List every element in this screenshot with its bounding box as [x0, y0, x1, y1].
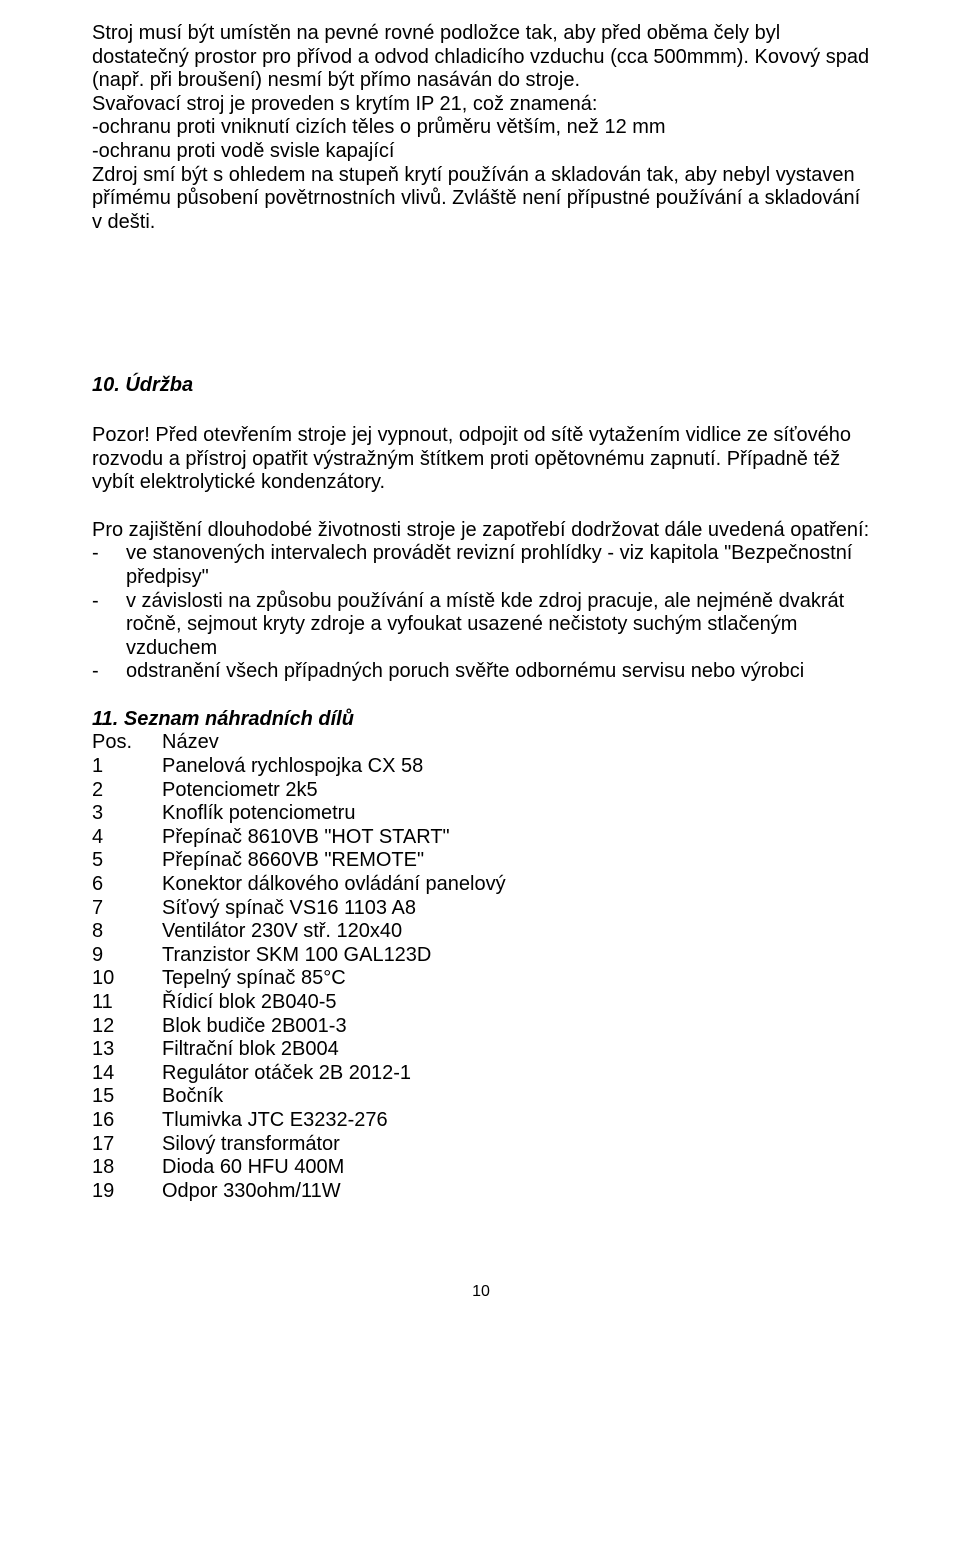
cell-name: Panelová rychlospojka CX 58 [162, 755, 870, 779]
cell-name: Knoflík potenciometru [162, 802, 870, 826]
cell-pos: 15 [92, 1085, 162, 1109]
cell-name: Přepínač 8610VB "HOT START" [162, 826, 870, 850]
table-row: 14Regulátor otáček 2B 2012-1 [92, 1062, 870, 1086]
paragraph-placement: Stroj musí být umístěn na pevné rovné po… [92, 22, 870, 93]
table-row: 11Řídicí blok 2B040-5 [92, 991, 870, 1015]
cell-name: Ventilátor 230V stř. 120x40 [162, 920, 870, 944]
list-item: - odstranění všech případných poruch svě… [92, 660, 870, 684]
table-row: 17Silový transformátor [92, 1133, 870, 1157]
cell-pos: 18 [92, 1156, 162, 1180]
parts-table-body: 1Panelová rychlospojka CX 582Potenciomet… [92, 755, 870, 1203]
cell-name: Tlumivka JTC E3232-276 [162, 1109, 870, 1133]
cell-pos: 19 [92, 1180, 162, 1204]
list-item-text: v závislosti na způsobu používání a míst… [126, 590, 870, 661]
list-item-text: odstranění všech případných poruch svěřt… [126, 660, 870, 684]
table-row: 12Blok budiče 2B001-3 [92, 1015, 870, 1039]
paragraph-ip21-intro: Svařovací stroj je proveden s krytím IP … [92, 93, 870, 117]
cell-name: Tranzistor SKM 100 GAL123D [162, 944, 870, 968]
list-item: - ve stanovených intervalech provádět re… [92, 542, 870, 589]
paragraph-ip21-a: -ochranu proti vniknutí cizích těles o p… [92, 116, 870, 140]
page-number: 10 [92, 1283, 870, 1302]
cell-name: Filtrační blok 2B004 [162, 1038, 870, 1062]
heading-spare-parts: 11. Seznam náhradních dílů [92, 708, 870, 732]
cell-name: Síťový spínač VS16 1103 A8 [162, 897, 870, 921]
table-row: 6Konektor dálkového ovládání panelový [92, 873, 870, 897]
cell-name: Dioda 60 HFU 400M [162, 1156, 870, 1180]
cell-pos: 2 [92, 779, 162, 803]
cell-name: Tepelný spínač 85°C [162, 967, 870, 991]
cell-pos: 5 [92, 849, 162, 873]
cell-name: Regulátor otáček 2B 2012-1 [162, 1062, 870, 1086]
table-row: 2Potenciometr 2k5 [92, 779, 870, 803]
cell-pos: 11 [92, 991, 162, 1015]
list-item-text: ve stanovených intervalech provádět revi… [126, 542, 870, 589]
table-row: 4Přepínač 8610VB "HOT START" [92, 826, 870, 850]
cell-name: Řídicí blok 2B040-5 [162, 991, 870, 1015]
dash-icon: - [92, 660, 126, 684]
table-row: 5Přepínač 8660VB "REMOTE" [92, 849, 870, 873]
paragraph-ip21-b: -ochranu proti vodě svisle kapající [92, 140, 870, 164]
cell-pos: 1 [92, 755, 162, 779]
cell-pos: 7 [92, 897, 162, 921]
cell-name: Bočník [162, 1085, 870, 1109]
table-row: 15Bočník [92, 1085, 870, 1109]
table-row: 13Filtrační blok 2B004 [92, 1038, 870, 1062]
heading-maintenance: 10. Údržba [92, 374, 870, 398]
cell-pos: 14 [92, 1062, 162, 1086]
cell-pos: 16 [92, 1109, 162, 1133]
cell-pos: 10 [92, 967, 162, 991]
cell-pos: 17 [92, 1133, 162, 1157]
table-row: 9Tranzistor SKM 100 GAL123D [92, 944, 870, 968]
cell-name: Přepínač 8660VB "REMOTE" [162, 849, 870, 873]
table-row: 3Knoflík potenciometru [92, 802, 870, 826]
table-row: 19Odpor 330ohm/11W [92, 1180, 870, 1204]
list-item: - v závislosti na způsobu používání a mí… [92, 590, 870, 661]
dash-icon: - [92, 590, 126, 614]
cell-name: Konektor dálkového ovládání panelový [162, 873, 870, 897]
measures-list: - ve stanovených intervalech provádět re… [92, 542, 870, 684]
column-header-pos: Pos. [92, 731, 162, 755]
table-row: 1Panelová rychlospojka CX 58 [92, 755, 870, 779]
cell-pos: 3 [92, 802, 162, 826]
cell-name: Odpor 330ohm/11W [162, 1180, 870, 1204]
paragraph-measures-intro: Pro zajištění dlouhodobé životnosti stro… [92, 519, 870, 543]
cell-pos: 13 [92, 1038, 162, 1062]
table-row: 8Ventilátor 230V stř. 120x40 [92, 920, 870, 944]
table-row: 16Tlumivka JTC E3232-276 [92, 1109, 870, 1133]
paragraph-storage: Zdroj smí být s ohledem na stupeň krytí … [92, 164, 870, 235]
paragraph-warning: Pozor! Před otevřením stroje jej vypnout… [92, 424, 870, 495]
cell-name: Potenciometr 2k5 [162, 779, 870, 803]
table-row: 10Tepelný spínač 85°C [92, 967, 870, 991]
cell-pos: 9 [92, 944, 162, 968]
dash-icon: - [92, 542, 126, 566]
cell-pos: 8 [92, 920, 162, 944]
cell-name: Blok budiče 2B001-3 [162, 1015, 870, 1039]
column-header-name: Název [162, 731, 870, 755]
cell-pos: 6 [92, 873, 162, 897]
table-row: 7Síťový spínač VS16 1103 A8 [92, 897, 870, 921]
cell-pos: 12 [92, 1015, 162, 1039]
cell-name: Silový transformátor [162, 1133, 870, 1157]
table-row: 18Dioda 60 HFU 400M [92, 1156, 870, 1180]
cell-pos: 4 [92, 826, 162, 850]
parts-header-row: Pos. Název [92, 731, 870, 755]
